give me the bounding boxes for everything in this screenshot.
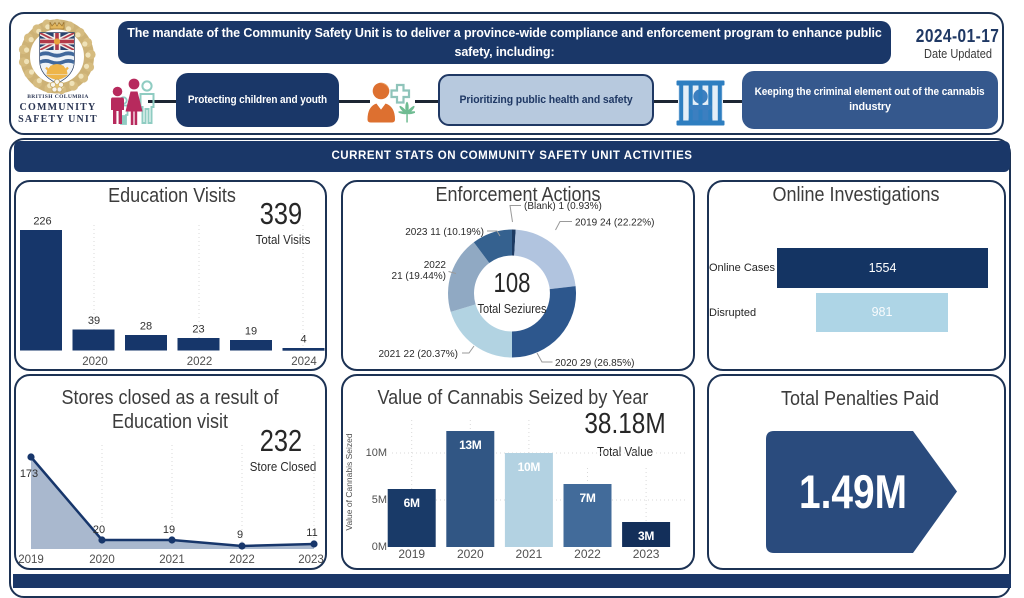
svg-text:Value of Cannabis Seized: Value of Cannabis Seized (344, 433, 354, 530)
svg-text:2022: 2022 (187, 356, 213, 368)
svg-text:2023 11 (10.19%): 2023 11 (10.19%) (405, 227, 484, 238)
svg-text:21 (19.44%): 21 (19.44%) (392, 271, 446, 282)
svg-text:2022: 2022 (424, 260, 447, 271)
svg-text:7M: 7M (579, 491, 595, 505)
svg-text:2020: 2020 (82, 356, 108, 368)
svg-text:10M: 10M (366, 447, 387, 459)
svg-text:6M: 6M (404, 496, 420, 510)
svg-text:(Blank) 1 (0.93%): (Blank) 1 (0.93%) (524, 201, 602, 212)
svg-text:19: 19 (245, 326, 257, 338)
svg-text:3M: 3M (638, 529, 654, 543)
svg-text:2020: 2020 (457, 547, 484, 561)
svg-text:19: 19 (163, 524, 175, 536)
svg-text:2023: 2023 (633, 547, 660, 561)
svg-text:2020: 2020 (89, 554, 115, 566)
svg-text:0M: 0M (372, 541, 387, 553)
svg-text:28: 28 (140, 321, 152, 333)
svg-text:2020 29 (26.85%): 2020 29 (26.85%) (555, 358, 635, 369)
svg-text:2023: 2023 (298, 554, 324, 566)
svg-text:2019 24 (22.22%): 2019 24 (22.22%) (575, 218, 655, 229)
svg-text:9: 9 (237, 529, 243, 541)
svg-text:226: 226 (33, 216, 51, 228)
svg-text:1.49M: 1.49M (799, 465, 907, 518)
svg-text:13M: 13M (459, 438, 482, 452)
svg-text:20: 20 (93, 524, 105, 536)
svg-text:2022: 2022 (229, 554, 255, 566)
svg-text:2021: 2021 (159, 554, 185, 566)
svg-text:173: 173 (20, 468, 38, 480)
svg-text:2022: 2022 (574, 547, 601, 561)
svg-text:2019: 2019 (18, 554, 44, 566)
svg-text:2021: 2021 (516, 547, 543, 561)
svg-text:5M: 5M (372, 494, 387, 506)
svg-text:2024: 2024 (291, 356, 317, 368)
svg-text:39: 39 (88, 315, 100, 327)
svg-text:10M: 10M (518, 460, 541, 474)
svg-text:11: 11 (306, 527, 317, 539)
svg-text:23: 23 (192, 324, 204, 336)
svg-text:2019: 2019 (398, 547, 425, 561)
svg-text:4: 4 (300, 334, 306, 346)
svg-text:2021 22 (20.37%): 2021 22 (20.37%) (378, 349, 458, 360)
